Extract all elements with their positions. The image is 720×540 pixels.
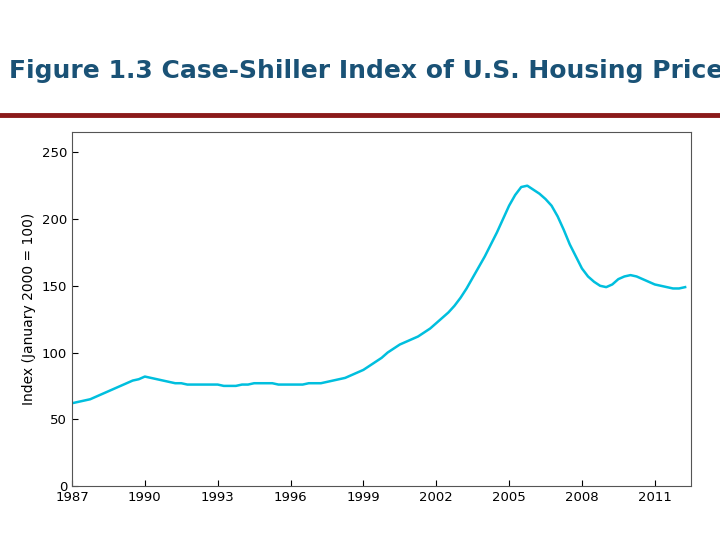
Text: 1-35: 1-35: [674, 518, 702, 531]
Y-axis label: Index (January 2000 = 100): Index (January 2000 = 100): [22, 213, 36, 406]
Text: Figure 1.3 Case-Shiller Index of U.S. Housing Prices: Figure 1.3 Case-Shiller Index of U.S. Ho…: [9, 58, 720, 83]
